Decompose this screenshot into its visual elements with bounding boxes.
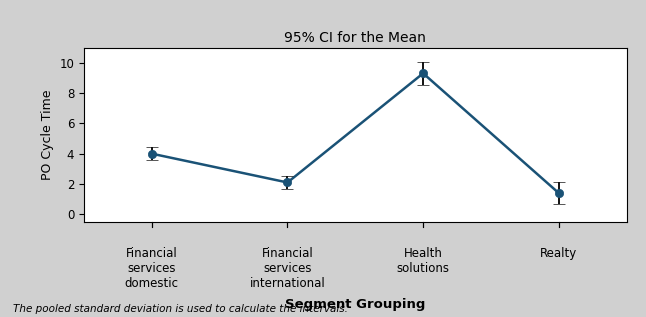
Text: Financial
services
international: Financial services international <box>249 247 326 290</box>
Text: Realty: Realty <box>540 247 578 260</box>
Text: Segment Grouping: Segment Grouping <box>285 298 426 311</box>
Text: 95% CI for the Mean: 95% CI for the Mean <box>284 31 426 45</box>
Text: The pooled standard deviation is used to calculate the intervals.: The pooled standard deviation is used to… <box>13 304 348 314</box>
Y-axis label: PO Cycle Time: PO Cycle Time <box>41 89 54 180</box>
Text: Health
solutions: Health solutions <box>397 247 450 275</box>
Text: Financial
services
domestic: Financial services domestic <box>125 247 179 290</box>
